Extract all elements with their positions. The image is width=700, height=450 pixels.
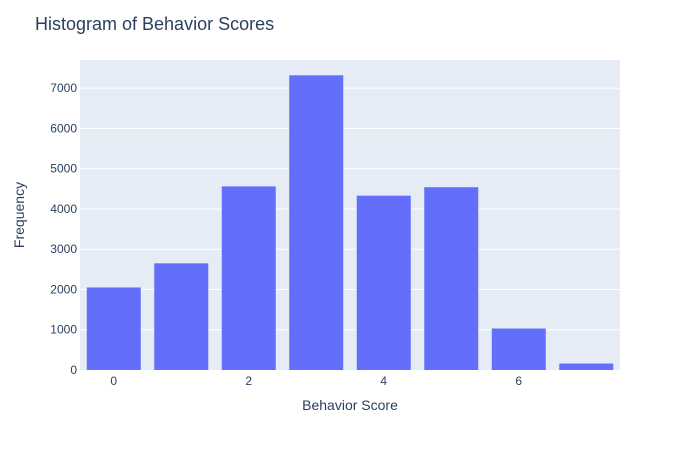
y-tick-labels: 0 1000 2000 3000 4000 5000 6000 7000 [50,81,77,377]
y-tick-label: 3000 [50,242,77,256]
histogram-bar [289,75,344,370]
y-tick-label: 5000 [50,162,77,176]
x-tick-label: 2 [245,374,252,388]
histogram-bar [424,187,479,370]
y-axis-title: Frequency [11,182,27,248]
x-axis-title: Behavior Score [302,397,398,413]
chart-title: Histogram of Behavior Scores [35,14,274,34]
histogram-bar [221,186,276,370]
bars [86,75,614,370]
x-tick-labels: 0 2 4 6 [110,374,522,388]
y-tick-label: 1000 [50,323,77,337]
x-tick-label: 4 [380,374,387,388]
histogram-bar [86,287,141,370]
y-tick-label: 2000 [50,282,77,296]
histogram-bar [491,328,546,370]
y-tick-label: 7000 [50,81,77,95]
x-tick-label: 6 [515,374,522,388]
y-tick-label: 4000 [50,202,77,216]
y-tick-label: 6000 [50,121,77,135]
histogram-bar [154,263,209,370]
histogram-bar [356,195,411,370]
histogram-bar [559,363,614,370]
y-tick-label: 0 [70,363,77,377]
x-tick-label: 0 [110,374,117,388]
